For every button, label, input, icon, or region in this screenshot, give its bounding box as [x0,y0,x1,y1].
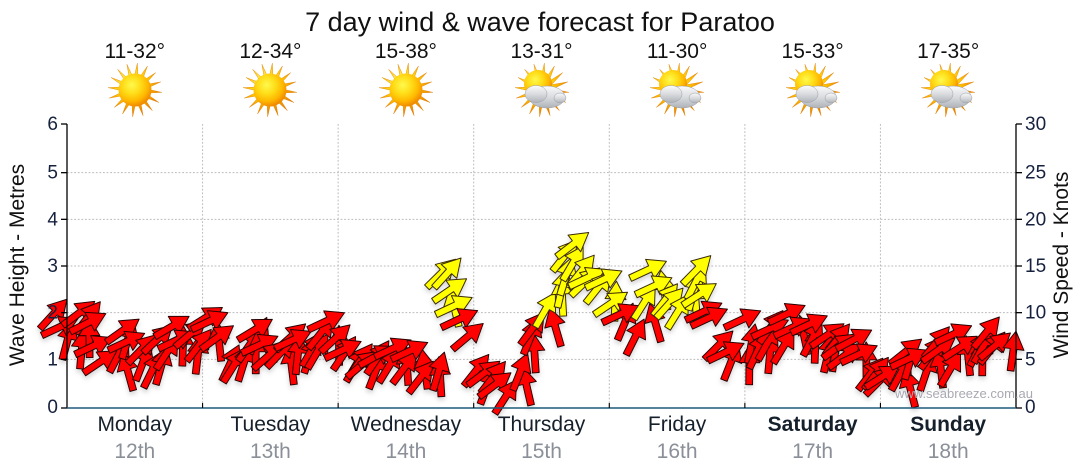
svg-text:3: 3 [47,256,58,277]
svg-text:0: 0 [47,397,58,418]
svg-text:5: 5 [47,163,58,184]
svg-text:15: 15 [1025,256,1046,277]
svg-text:1: 1 [47,349,58,370]
svg-text:6: 6 [47,114,58,135]
svg-text:2: 2 [47,303,58,324]
svg-text:25: 25 [1025,163,1046,184]
svg-text:30: 30 [1025,114,1046,135]
svg-text:4: 4 [47,209,58,230]
svg-text:5: 5 [1025,349,1036,370]
svg-text:10: 10 [1025,303,1046,324]
svg-text:20: 20 [1025,209,1046,230]
